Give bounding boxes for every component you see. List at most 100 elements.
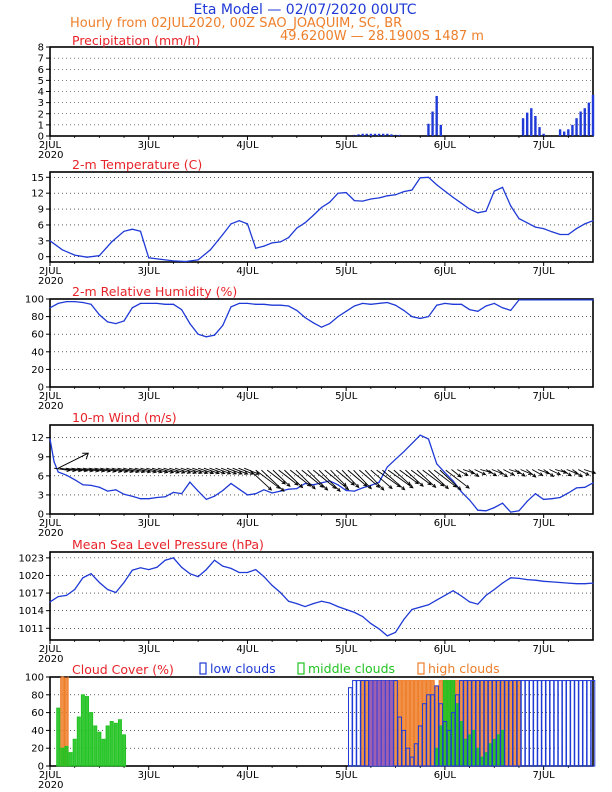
cloud-bar-low bbox=[516, 680, 522, 767]
wind-arrow bbox=[543, 469, 554, 477]
wind-arrow bbox=[140, 467, 157, 473]
wind-arrow bbox=[192, 467, 208, 474]
wind-point bbox=[74, 479, 76, 481]
wind-arrow bbox=[451, 469, 462, 478]
temp-point bbox=[61, 249, 63, 251]
rh-point bbox=[337, 316, 339, 318]
cloud-bar-high bbox=[426, 680, 431, 767]
cloud-bar-low bbox=[508, 680, 514, 767]
wind-arrow bbox=[284, 469, 303, 488]
wind-point bbox=[518, 510, 520, 512]
cloud-bar-low bbox=[483, 680, 489, 767]
rh-point bbox=[82, 301, 84, 304]
mslp-panel: 1011 1014 1017 1020 1023 2JUL 3JUL 4JUL 5JUL 6JUL… bbox=[19, 537, 594, 665]
wind-point bbox=[197, 490, 199, 492]
precip-title: Precipitation (mm/h) bbox=[72, 33, 200, 48]
x-tick-label: 2JUL bbox=[39, 140, 62, 151]
wind-arrow bbox=[197, 467, 214, 474]
wind-arrowhead bbox=[181, 470, 186, 474]
y-tick-label: 6 bbox=[38, 220, 44, 231]
temp-point bbox=[559, 233, 561, 236]
wind-arrowhead bbox=[209, 470, 215, 475]
wind-arrow bbox=[209, 467, 225, 474]
y-tick-label: 4 bbox=[38, 87, 44, 98]
cloud-bar-high bbox=[512, 680, 518, 767]
cloud-bar-low bbox=[401, 729, 407, 767]
cloud-title: Cloud Cover (%) bbox=[72, 662, 174, 677]
legend-label: middle clouds bbox=[308, 661, 395, 676]
wind-arrowhead bbox=[464, 472, 469, 476]
cloud-bar-overlap bbox=[369, 680, 373, 766]
x-year-label: 2020 bbox=[38, 654, 63, 665]
wind-arrow bbox=[82, 467, 99, 472]
cloud-bar-high bbox=[430, 680, 435, 767]
cloud-bar-low bbox=[352, 680, 357, 767]
precip-bar bbox=[571, 124, 574, 136]
cloud-bar-overlap bbox=[373, 680, 377, 766]
wind-arrowhead bbox=[355, 483, 360, 489]
wind-point bbox=[271, 492, 273, 494]
cloud-bar-low bbox=[405, 747, 411, 767]
cloud-bar-high bbox=[422, 680, 427, 767]
wind-arrowhead bbox=[475, 473, 480, 477]
cloud-bar-middle bbox=[479, 756, 484, 767]
temp-point bbox=[534, 226, 537, 228]
mslp-point bbox=[559, 581, 561, 584]
rh-point bbox=[213, 334, 216, 336]
rh-point bbox=[312, 322, 314, 324]
y-tick-label: 20 bbox=[31, 744, 44, 755]
temp-point bbox=[518, 217, 520, 220]
x-tick-label: 5JUL bbox=[335, 140, 358, 151]
wind-point bbox=[57, 471, 59, 473]
rh-point bbox=[98, 314, 100, 316]
wind-point bbox=[82, 484, 84, 486]
rh-point bbox=[329, 323, 331, 325]
cloud-bar-middle bbox=[68, 752, 73, 767]
wind-point bbox=[139, 498, 142, 500]
wind-arrowhead bbox=[169, 469, 175, 474]
precip-bar bbox=[398, 134, 401, 136]
mslp-point bbox=[337, 605, 339, 608]
wind-arrow bbox=[59, 467, 76, 472]
wind-arrow bbox=[163, 467, 180, 474]
wind-point bbox=[567, 492, 569, 494]
cloud-bar-middle bbox=[496, 734, 501, 767]
wind-arrow bbox=[457, 469, 468, 476]
wind-arrow bbox=[100, 467, 116, 472]
mslp-point bbox=[213, 559, 216, 561]
wind-arrow bbox=[410, 469, 432, 486]
mslp-point bbox=[353, 611, 356, 614]
x-tick-label: 3JUL bbox=[138, 770, 161, 781]
wind-point bbox=[477, 509, 479, 511]
cloud-bar-low bbox=[553, 680, 559, 767]
rh-point bbox=[493, 302, 495, 304]
wind-point bbox=[189, 481, 191, 483]
precip-bar bbox=[530, 108, 533, 136]
y-tick-label: 20 bbox=[31, 365, 44, 376]
y-tick-label: 60 bbox=[31, 330, 44, 341]
cloud-bar-low bbox=[541, 680, 546, 767]
wind-point bbox=[592, 482, 594, 484]
temp-point bbox=[345, 192, 347, 194]
cloud-bar-low bbox=[582, 680, 588, 767]
cloud-bar-low bbox=[430, 694, 435, 767]
mslp-point bbox=[312, 603, 314, 605]
cloud-bar-low bbox=[479, 680, 485, 767]
mslp-point bbox=[263, 576, 265, 578]
wind-arrowhead bbox=[232, 470, 238, 475]
y-tick-label: 1011 bbox=[19, 624, 44, 635]
cloud-bar-middle bbox=[85, 696, 90, 767]
x-year-label: 2020 bbox=[38, 150, 63, 161]
precip-bar bbox=[567, 129, 570, 136]
wind-arrow bbox=[272, 469, 291, 487]
precip-bar bbox=[390, 134, 393, 136]
cloud-bar-low bbox=[574, 680, 579, 767]
wind-point bbox=[238, 488, 240, 490]
mslp-point bbox=[197, 576, 199, 578]
wind-point bbox=[362, 487, 364, 489]
cloud-bar-low bbox=[533, 680, 538, 767]
cloud-bar-high bbox=[393, 680, 398, 767]
x-tick-label: 6JUL bbox=[434, 644, 457, 655]
x-tick-label: 3JUL bbox=[138, 644, 161, 655]
temp-panel: 0 3 6 9 12 15 2JUL 3JUL 4JUL 5JUL 6JUL 7JUL 2020 2-m … bbox=[31, 157, 594, 287]
